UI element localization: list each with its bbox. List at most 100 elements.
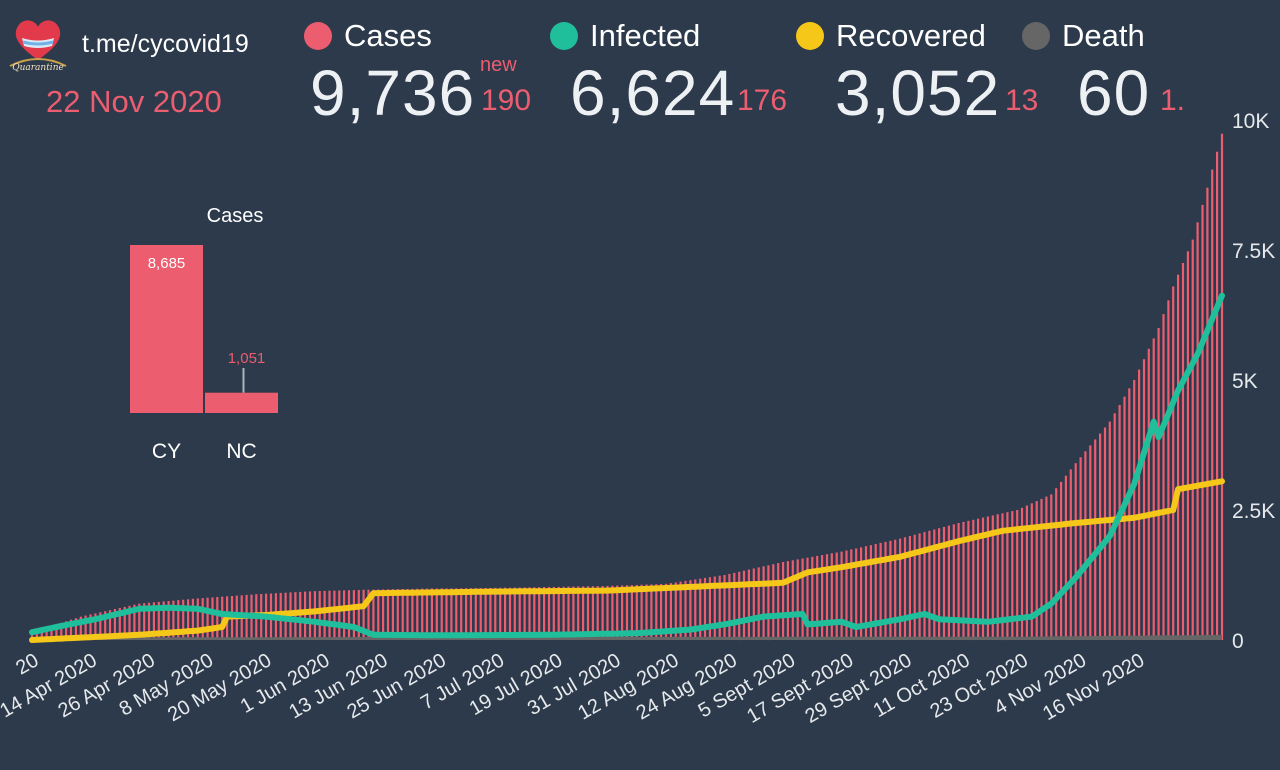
cases-bar <box>60 622 63 640</box>
cases-bar <box>655 584 658 640</box>
cases-bar <box>1030 503 1033 640</box>
cases-bar <box>640 584 643 640</box>
cases-bar <box>918 533 921 640</box>
cases-bar <box>1216 151 1219 640</box>
cases-bar <box>825 554 829 640</box>
cases-bar <box>367 589 370 640</box>
cases-bar <box>294 592 297 640</box>
cases-bar <box>489 588 492 640</box>
cases-bar <box>699 578 702 640</box>
cases-bar <box>386 589 390 640</box>
cases-bar <box>679 581 682 640</box>
infected-new: 176 <box>737 84 788 117</box>
cases-bar <box>406 589 409 640</box>
cases-dot-icon <box>304 22 332 50</box>
cases-bar <box>772 564 775 640</box>
cases-bar <box>152 602 155 640</box>
cases-bar <box>747 569 750 640</box>
cases-bar <box>1172 286 1175 640</box>
cases-bar <box>738 571 741 641</box>
mini-bar-cy <box>130 245 203 413</box>
cases-bar <box>377 589 380 640</box>
cases-bar <box>84 615 87 640</box>
cases-bar <box>1064 475 1067 640</box>
recovered-dot-icon <box>796 22 824 50</box>
cases-bar <box>855 548 858 640</box>
cases-bar <box>338 590 341 640</box>
cases-bar <box>191 598 194 640</box>
cases-bar <box>816 555 819 640</box>
cases-bar <box>1177 274 1180 640</box>
cases-bar <box>596 586 599 640</box>
cases-bar <box>777 563 780 640</box>
cases-bar <box>499 587 502 640</box>
cases-bar <box>557 586 560 640</box>
cases-bar <box>1191 239 1194 640</box>
cases-bar <box>108 610 112 640</box>
cases-bar <box>182 599 185 640</box>
cases-bar <box>577 586 580 640</box>
cases-bar <box>630 585 633 640</box>
cases-bar <box>791 560 794 640</box>
cases-bar <box>133 604 136 640</box>
cases-bar <box>684 580 687 640</box>
cases-bar <box>94 613 97 640</box>
cases-bar <box>35 630 38 640</box>
cases-bar <box>474 588 477 640</box>
heart-cyprus-flag-icon: Quarantine <box>8 12 68 73</box>
cases-bar <box>567 586 570 640</box>
cases-bar <box>708 577 711 640</box>
cases-bar <box>1211 169 1214 640</box>
cases-bar <box>952 524 955 640</box>
cases-bar <box>430 588 433 640</box>
cases-bar <box>333 590 336 640</box>
cases-bar <box>801 558 804 640</box>
cases-bar <box>323 590 326 640</box>
mini-category-label: CY <box>152 440 181 463</box>
death-total: 60 <box>1077 57 1151 129</box>
cases-bar <box>518 587 521 640</box>
cases-bar <box>1016 510 1019 640</box>
infected-dot-icon <box>550 22 578 50</box>
cases-bar <box>864 546 868 640</box>
cases-bar <box>889 540 892 640</box>
cases-bar <box>1157 328 1160 640</box>
cases-bar <box>957 523 960 640</box>
cases-bar <box>523 587 526 640</box>
cases-bar <box>416 588 419 640</box>
cases-bar <box>469 588 472 640</box>
cases-bar <box>1162 314 1165 640</box>
cases-bar <box>669 583 672 640</box>
cases-bar <box>903 537 907 640</box>
cases-bar <box>79 616 82 640</box>
legend-infected: Infected <box>550 18 700 54</box>
cases-bar <box>947 525 950 640</box>
cases-bar <box>1069 469 1072 640</box>
cases-bar <box>786 561 789 640</box>
cases-bar <box>1147 348 1150 640</box>
cases-bar <box>913 534 916 640</box>
cases-bar <box>74 618 77 640</box>
cases-bar <box>421 588 424 640</box>
cases-bar <box>1196 222 1199 641</box>
cases-bar <box>1001 513 1004 641</box>
cases-bar <box>143 603 146 640</box>
channel-link[interactable]: t.me/cycovid19 <box>82 30 249 58</box>
cases-bar <box>113 609 116 640</box>
cases-bar <box>1118 405 1121 640</box>
cases-bar <box>860 547 863 640</box>
cases-bar <box>1094 439 1097 640</box>
cases-bar <box>201 598 204 640</box>
cases-bar <box>718 575 721 640</box>
cases-bar <box>981 517 985 640</box>
recovered-total: 3,052 <box>835 57 1001 129</box>
cases-bar <box>1040 498 1043 640</box>
legend-cases-label: Cases <box>344 18 432 53</box>
cases-bar <box>1045 496 1048 640</box>
cases-bar <box>65 621 68 640</box>
cases-bar <box>928 530 931 640</box>
cases-bar <box>562 586 565 640</box>
y-tick-label: 2.5K <box>1232 500 1275 523</box>
cases-bar <box>664 583 668 640</box>
infected-line <box>29 292 1225 639</box>
